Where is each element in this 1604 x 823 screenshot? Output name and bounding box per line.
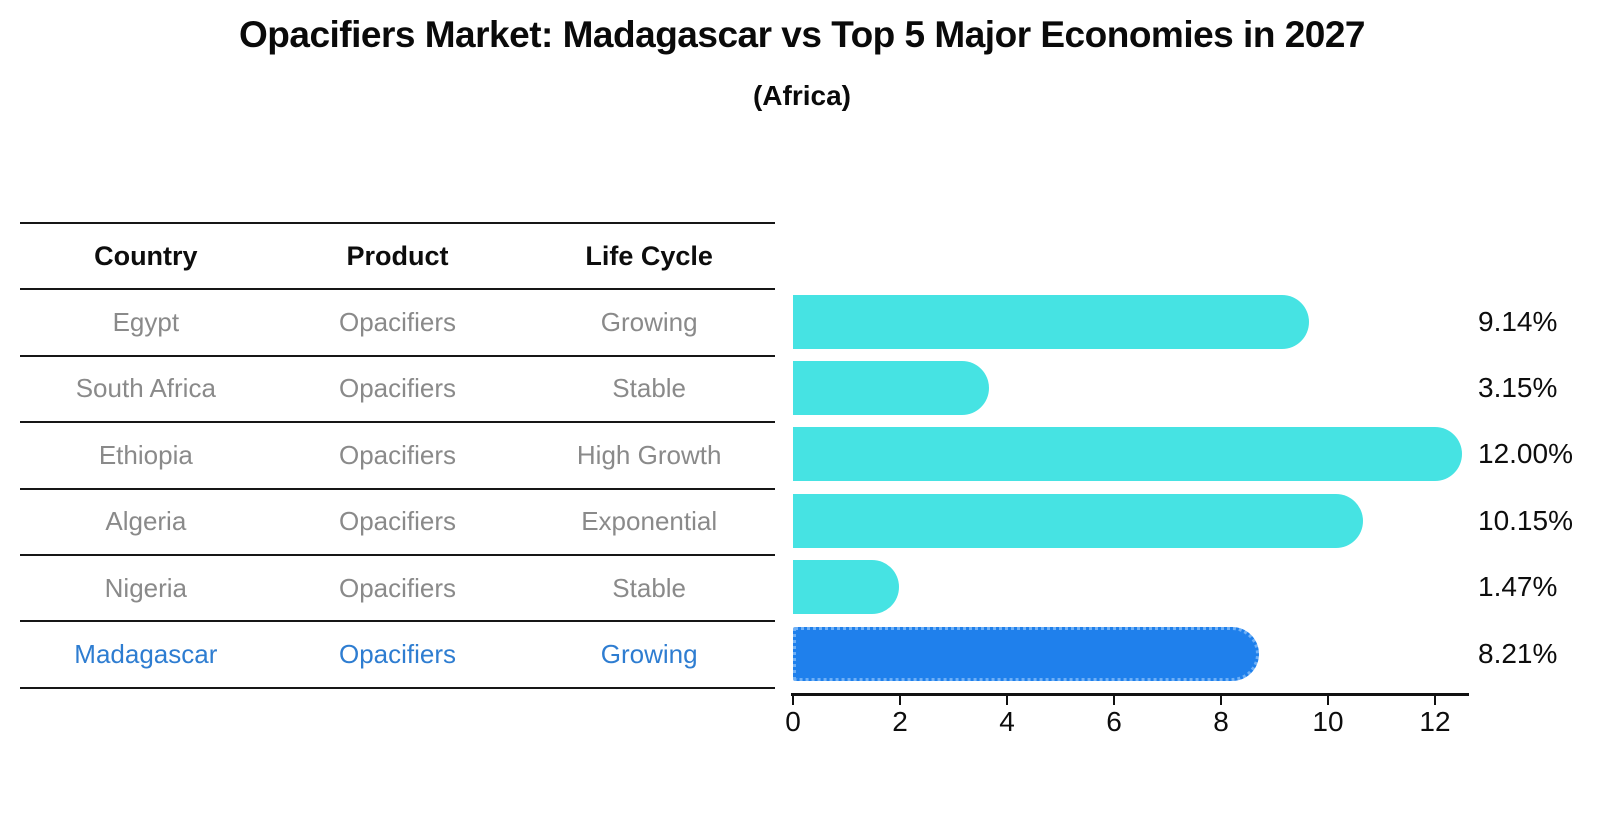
x-tick-label-4: 4 — [999, 706, 1015, 737]
value-label-egypt: 9.14% — [1478, 305, 1558, 337]
table-row-egypt: Egypt Opacifiers Growing — [20, 290, 775, 357]
value-label-madagascar: 8.21% — [1478, 637, 1558, 669]
country-info-table: Country Product Life Cycle Egypt Opacifie… — [20, 222, 775, 689]
x-tick-label-6: 6 — [1106, 706, 1122, 737]
cell-lifecycle: Stable — [612, 572, 687, 603]
x-tick-mark-6 — [1113, 696, 1115, 705]
x-tick-label-8: 8 — [1213, 706, 1229, 737]
table-row-madagascar: Madagascar Opacifiers Growing — [20, 622, 775, 689]
cell-product: Opacifiers — [338, 373, 457, 404]
bar-algeria — [793, 493, 1364, 548]
table-row-algeria: Algeria Opacifiers Exponential — [20, 490, 775, 556]
value-label-south-africa: 3.15% — [1478, 372, 1558, 403]
x-tick-label-10: 10 — [1312, 706, 1344, 737]
table-body: Egypt Opacifiers Growing South Africa Opacif… — [20, 290, 775, 689]
table-row-ethiopia: Ethiopia Opacifiers High Growth — [20, 423, 775, 490]
cell-lifecycle: Stable — [612, 373, 687, 404]
x-tick-label-0: 0 — [785, 706, 801, 737]
x-tick-mark-10 — [1327, 696, 1329, 705]
bar-egypt — [793, 294, 1309, 349]
chart-title: Opacifiers Market: Madagascar vs Top 5 M… — [238, 14, 1366, 55]
value-label-algeria: 10.15% — [1478, 504, 1573, 536]
column-header-lifecycle: Life Cycle — [585, 240, 713, 271]
bar-south-africa — [793, 361, 989, 415]
table-header-row: Country Product Life Cycle — [20, 224, 775, 291]
cell-country: South Africa — [75, 373, 216, 404]
column-header-product: Product — [346, 240, 449, 271]
bar-madagascar — [793, 626, 1260, 681]
cell-country: Ethiopia — [98, 439, 193, 470]
bar-ethiopia — [793, 427, 1462, 482]
cell-lifecycle: Growing — [600, 307, 698, 338]
cell-country: Nigeria — [104, 572, 188, 603]
cell-country: Egypt — [112, 307, 180, 338]
bar-nigeria — [793, 560, 899, 615]
table-row-south-africa: South Africa Opacifiers Stable — [20, 357, 775, 424]
x-tick-mark-4 — [1006, 696, 1008, 705]
cell-product: Opacifiers — [338, 506, 457, 537]
table-row-nigeria: Nigeria Opacifiers Stable — [20, 556, 775, 623]
cell-lifecycle: High Growth — [576, 439, 722, 470]
chart-subtitle: (Africa) — [752, 80, 851, 111]
cell-product: Opacifiers — [338, 572, 457, 603]
x-tick-mark-0 — [792, 696, 794, 705]
cell-product: Opacifiers — [338, 307, 457, 338]
cell-product: Opacifiers — [338, 639, 457, 670]
x-tick-mark-8 — [1220, 696, 1222, 705]
cell-country: Madagascar — [74, 639, 218, 670]
cell-product: Opacifiers — [338, 439, 457, 470]
value-label-nigeria: 1.47% — [1478, 571, 1558, 603]
cell-lifecycle: Exponential — [581, 506, 718, 537]
x-axis-line — [791, 693, 1469, 696]
value-label-ethiopia: 12.00% — [1478, 438, 1573, 470]
column-header-country: Country — [94, 240, 198, 271]
cell-lifecycle: Growing — [600, 639, 698, 670]
cell-country: Algeria — [105, 506, 187, 537]
x-tick-mark-2 — [899, 696, 901, 705]
x-tick-label-2: 2 — [892, 706, 908, 737]
x-tick-mark-12 — [1434, 696, 1436, 705]
x-tick-label-12: 12 — [1419, 706, 1451, 737]
